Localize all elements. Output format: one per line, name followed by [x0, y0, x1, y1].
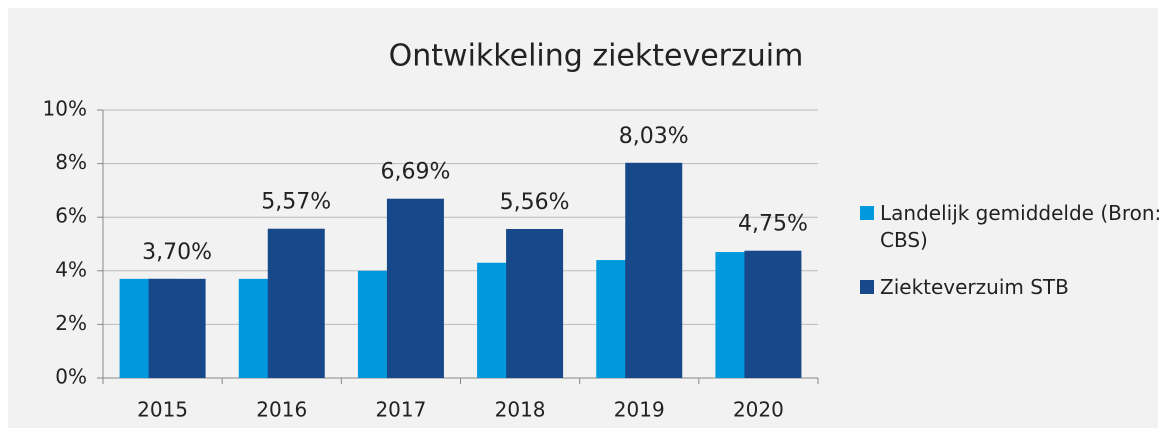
data-label: 6,69% — [380, 160, 450, 185]
x-tick-label: 2017 — [375, 398, 426, 422]
x-tick-label: 2016 — [256, 398, 307, 422]
data-label: 5,57% — [261, 190, 331, 215]
legend-item: Landelijk gemiddelde (Bron: CBS) — [860, 200, 1166, 254]
legend-label: Landelijk gemiddelde (Bron: CBS) — [880, 201, 1162, 252]
y-tick-label: 10% — [43, 97, 87, 121]
y-tick-label: 4% — [55, 257, 87, 281]
x-tick-label: 2015 — [137, 398, 188, 422]
chart-title: Ontwikkeling ziekteverzuim — [389, 39, 804, 74]
bar — [506, 228, 564, 378]
y-tick-label: 0% — [55, 365, 87, 389]
bar — [744, 250, 802, 378]
data-label: 8,03% — [619, 124, 689, 149]
data-label: 4,75% — [738, 212, 808, 237]
x-tick-label: 2018 — [495, 398, 546, 422]
data-label: 5,56% — [500, 190, 570, 215]
legend-item: Ziekteverzuim STB — [860, 274, 1166, 301]
y-tick-label: 6% — [55, 204, 87, 228]
x-tick-label: 2019 — [614, 398, 665, 422]
y-tick-label: 8% — [55, 150, 87, 174]
bar — [267, 228, 325, 378]
y-tick-label: 2% — [55, 311, 87, 335]
legend-label: Ziekteverzuim STB — [880, 275, 1069, 299]
bar — [386, 198, 444, 378]
x-tick-label: 2020 — [733, 398, 784, 422]
data-label: 3,70% — [142, 240, 212, 265]
bar — [148, 278, 206, 378]
legend-swatch — [860, 280, 874, 294]
bar — [625, 162, 683, 378]
legend-swatch — [860, 206, 874, 220]
